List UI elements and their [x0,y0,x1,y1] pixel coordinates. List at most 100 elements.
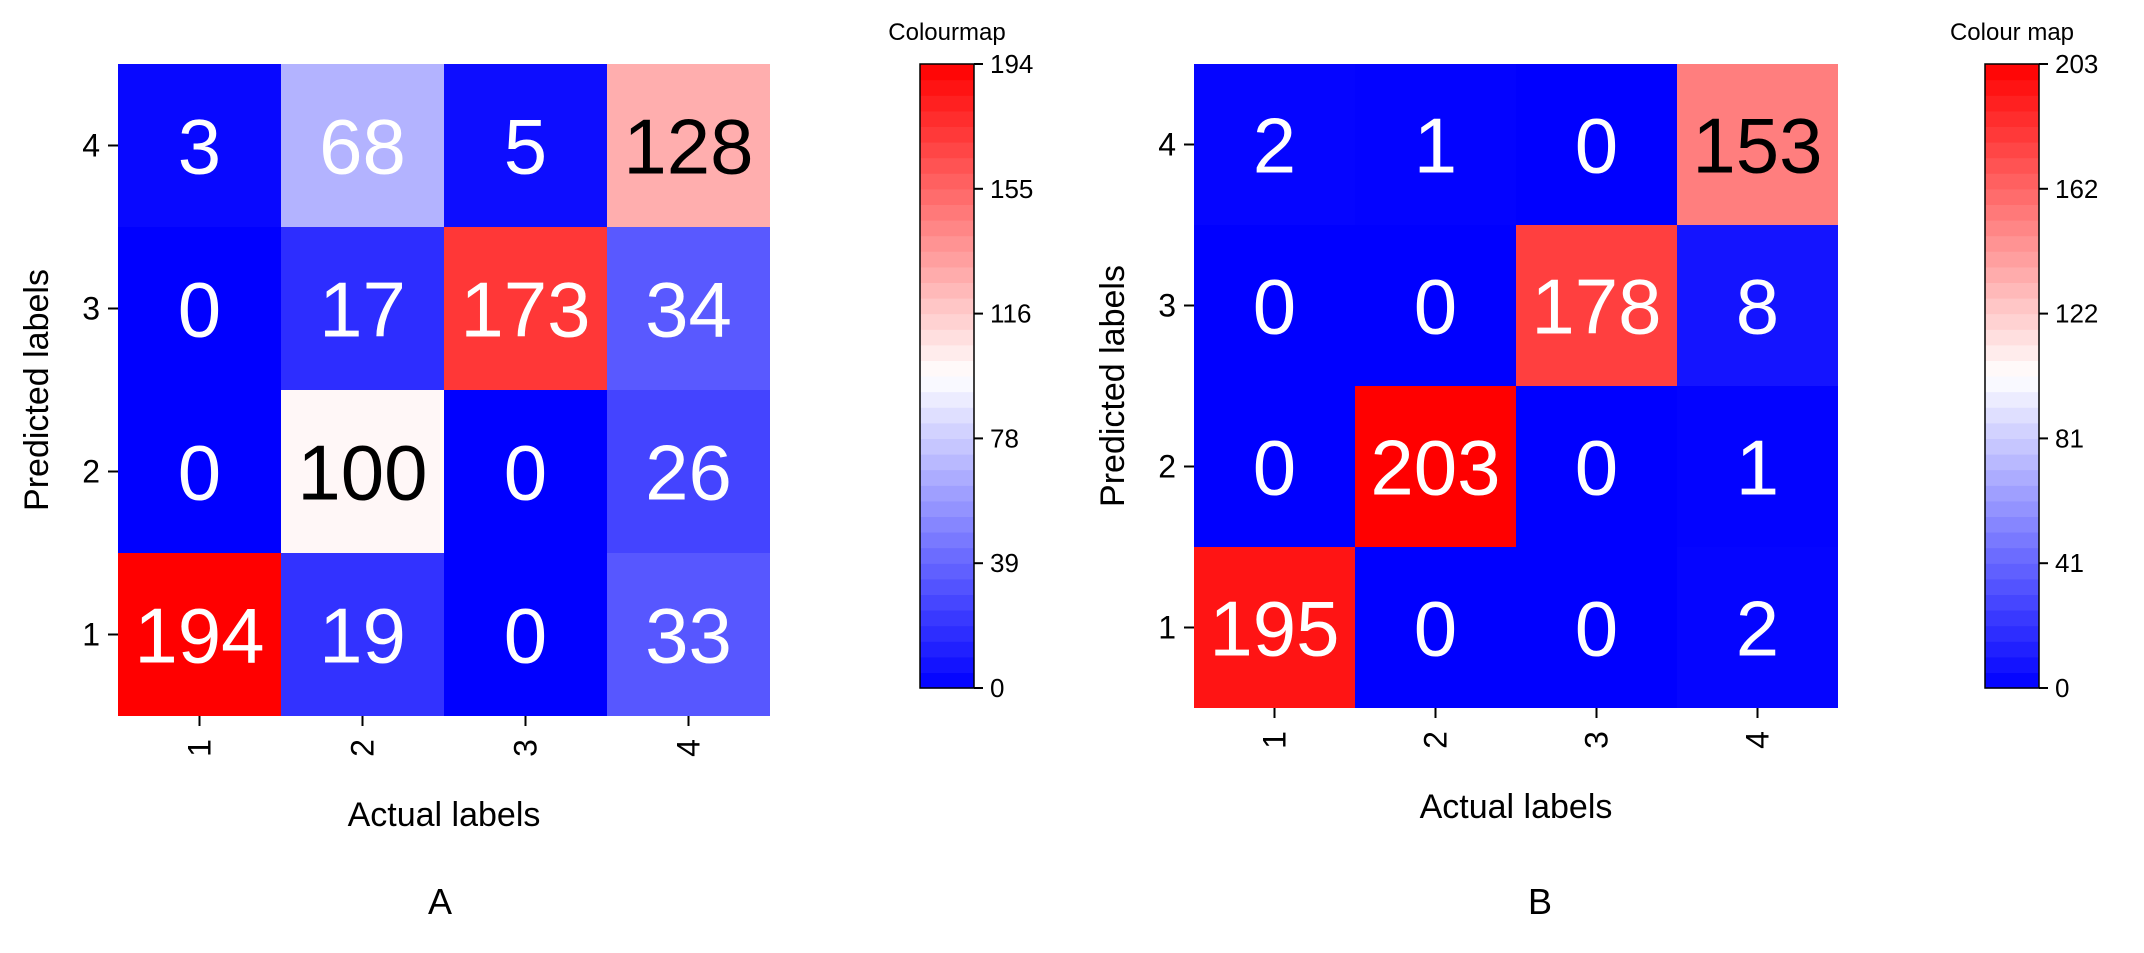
colorbar-band [920,454,974,471]
cell-value-label: 0 [1414,263,1457,351]
colorbar-band [1985,625,2039,642]
cell-value-label: 0 [504,592,547,680]
colorbar-band [920,266,974,283]
colorbar-band [1985,578,2039,595]
cell-value-label: 194 [134,592,264,680]
heatmap-cell [1194,64,1355,225]
colorbar-band [1985,126,2039,143]
heatmap-cell [444,553,607,716]
heatmap-cell [1677,225,1838,386]
x-tick-label: 4 [671,739,707,757]
x-tick-label: 4 [1740,731,1776,749]
cell-value-label: 0 [1414,585,1457,673]
colorbar-tick-label: 78 [990,423,1019,453]
colorbar-band [1985,266,2039,283]
colorbar-band [1985,110,2039,127]
colorbar-tick-label: 162 [2055,174,2098,204]
cell-value-label: 0 [1575,102,1618,190]
y-tick-label: 2 [82,454,100,490]
heatmap-cell [281,553,444,716]
colorbar-frame [919,63,975,689]
cell-value-label: 5 [504,103,547,191]
heatmap-cell [1677,547,1838,708]
colorbar-band [920,110,974,127]
colorbar-band [1985,454,2039,471]
colorbar-tick-labels: 0 41 81 122 162 203 [2039,49,2098,703]
y-tick-label: 4 [1158,127,1176,163]
cell-value-labels: 3 68 5 128 0 17 173 34 0 100 0 26 194 19 0 33 [134,103,753,680]
heatmap-cells [118,64,770,716]
colorbar-band [1985,547,2039,564]
colorbar-band [1985,360,2039,377]
colorbar-band [1985,672,2039,689]
colorbar-band [920,235,974,252]
colorbar-tick-label: 155 [990,174,1033,204]
colorbar-band [920,79,974,96]
colorbar-band [1985,610,2039,627]
heatmap-cell [118,227,281,390]
heatmap-cell [1516,64,1677,225]
colorbar-band [920,594,974,611]
cell-value-label: 173 [460,266,590,354]
heatmap-cell [118,553,281,716]
colorbar-title: Colour map [1950,19,2074,46]
colorbar-gradient [920,64,974,689]
cell-value-label: 1 [1736,424,1779,512]
colorbar-band [920,360,974,377]
colorbar-band [920,485,974,502]
colorbar-band [920,516,974,533]
colorbar-band [1985,485,2039,502]
colorbar-tick-label: 203 [2055,49,2098,79]
colorbar: Colourmap 0 39 78 116 155 194 [888,19,1033,703]
heatmap-cell [281,227,444,390]
heatmap-cell [444,227,607,390]
cell-value-label: 0 [1253,263,1296,351]
colorbar-band [1985,407,2039,424]
colorbar-band [1985,173,2039,190]
colorbar-band [920,610,974,627]
colorbar-band [1985,422,2039,439]
colorbar-tick-label: 122 [2055,299,2098,329]
colorbar-tick-label: 81 [2055,423,2084,453]
colorbar-band [1985,594,2039,611]
colorbar-band [1985,64,2039,81]
colorbar-tick-labels: 0 39 78 116 155 194 [974,49,1033,703]
colorbar-band [1985,313,2039,330]
y-tick-label: 3 [1158,288,1176,324]
x-tick-labels: 1 2 3 4 [182,716,707,757]
x-tick-label: 2 [345,739,381,757]
colorbar-band [920,188,974,205]
colorbar-band [920,251,974,268]
colorbar-band [1985,188,2039,205]
heatmap-cell [1677,386,1838,547]
y-axis-label: Predicted labels [1094,265,1132,507]
x-tick-label: 3 [1579,731,1615,749]
colorbar-band [1985,344,2039,361]
cell-value-label: 34 [645,266,732,354]
cell-value-label: 178 [1531,263,1661,351]
colorbar-band [1985,142,2039,159]
colorbar-band [920,126,974,143]
colorbar-band [920,391,974,408]
cell-value-label: 0 [178,266,221,354]
y-tick-label: 4 [82,128,100,164]
colorbar-tick-label: 39 [990,548,1019,578]
colorbar-tick-label: 0 [2055,673,2069,703]
colorbar-band [920,64,974,81]
heatmap-cell [1355,64,1516,225]
cell-value-label: 26 [645,429,732,517]
heatmap-cell [118,390,281,553]
colorbar-band [1985,282,2039,299]
colorbar-band [1985,204,2039,221]
colorbar-band [1985,235,2039,252]
y-tick-label: 1 [1158,610,1176,646]
colorbar-band [920,157,974,174]
x-tick-label: 1 [1257,731,1293,749]
colorbar-band [920,173,974,190]
colorbar-band [920,641,974,658]
cell-value-label: 2 [1736,585,1779,673]
colorbar-band [1985,157,2039,174]
colorbar-tick-label: 116 [990,299,1031,329]
colorbar-band [1985,563,2039,580]
cell-value-label: 3 [178,103,221,191]
